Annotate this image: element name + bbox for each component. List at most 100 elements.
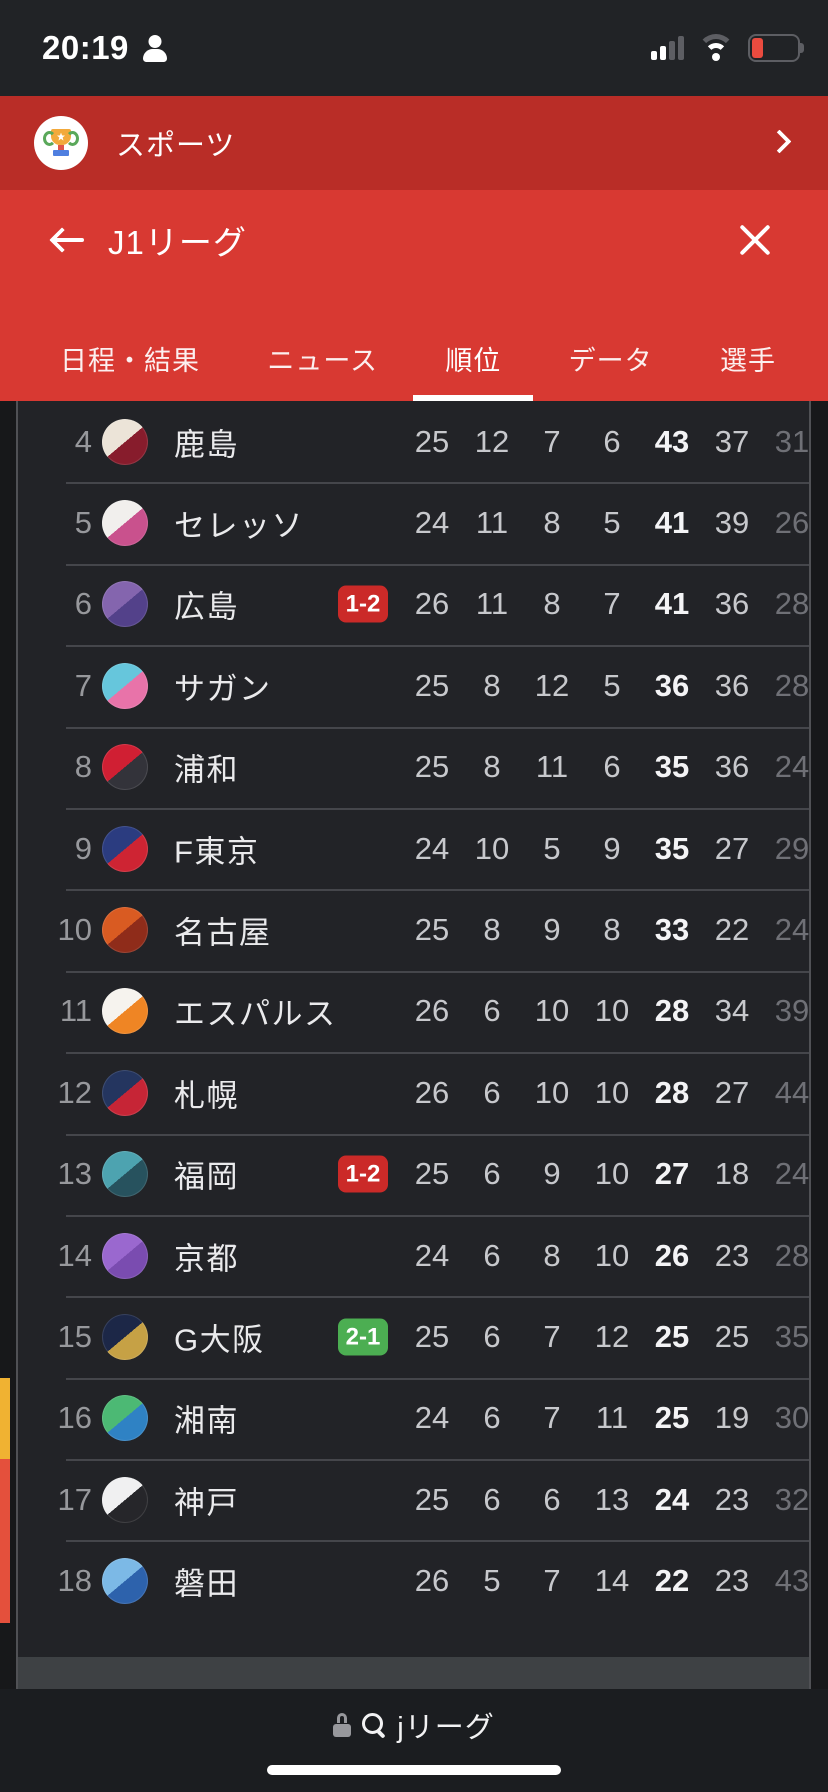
standings-row[interactable]: 5 セレッソ 24 11 8 5 41 39 26 [18, 482, 809, 563]
team-rank: 10 [57, 912, 92, 948]
standings-row[interactable]: 8 浦和 25 8 11 6 35 36 24 [18, 726, 809, 808]
result-badge: 1-2 [338, 1155, 388, 1193]
stat-value: 10 [594, 1074, 630, 1110]
stat-value: 36 [714, 667, 750, 703]
standings-section: 4 鹿島 25 12 7 6 43 37 31 5 セレッソ 24 11 8 5 41 39 26 6 … [0, 401, 828, 1689]
stat-value: 5 [483, 1563, 501, 1599]
stat-value: 12 [534, 667, 570, 703]
team-logo [102, 744, 148, 791]
stat-value: 25 [654, 1400, 690, 1436]
stat-value: 6 [483, 1481, 501, 1517]
team-rank: 11 [59, 993, 92, 1029]
stat-value: 24 [774, 912, 810, 948]
tab-schedule-results[interactable]: 日程・結果 [60, 346, 200, 376]
stat-value: 24 [414, 1400, 450, 1436]
team-name: セレッソ [174, 508, 304, 544]
person-icon [141, 33, 169, 63]
stat-value: 24 [654, 1481, 690, 1517]
stat-value: 23 [714, 1481, 750, 1517]
team-name: サガン [174, 671, 272, 707]
result-badge: 1-2 [338, 585, 388, 623]
stat-value: 6 [483, 1400, 501, 1436]
stat-value: 6 [483, 1237, 501, 1273]
stat-value: 36 [714, 586, 750, 622]
stat-value: 31 [774, 423, 810, 459]
stat-value: 8 [483, 749, 501, 785]
team-logo [102, 988, 148, 1035]
trophy-icon [34, 116, 88, 170]
stat-value: 33 [654, 912, 690, 948]
stat-value: 35 [654, 830, 690, 866]
stat-value: 28 [654, 1074, 690, 1110]
stat-value: 11 [475, 505, 509, 541]
standings-row[interactable]: 16 湘南 24 6 7 11 25 19 30 [0, 1377, 809, 1460]
tab-news[interactable]: ニュース [267, 346, 378, 376]
stat-value: 7 [543, 1400, 561, 1436]
team-logo [102, 500, 148, 547]
team-name: F東京 [174, 834, 260, 870]
standings-row[interactable]: 10 名古屋 25 8 9 8 33 22 24 [18, 889, 809, 970]
stat-value: 9 [603, 830, 621, 866]
standings-row[interactable]: 18 磐田 26 5 7 14 22 23 43 [0, 1540, 809, 1623]
app-title: スポーツ [116, 130, 236, 162]
stat-value: 37 [714, 423, 750, 459]
standings-table: 4 鹿島 25 12 7 6 43 37 31 5 セレッソ 24 11 8 5 41 39 26 6 … [0, 401, 811, 1689]
standings-row[interactable]: 9 F東京 24 10 5 9 35 27 29 [18, 807, 809, 889]
zone-accent-bar [0, 1377, 10, 1460]
stat-value: 7 [543, 1563, 561, 1599]
stat-value: 19 [714, 1400, 750, 1436]
stat-value: 35 [654, 749, 690, 785]
standings-row[interactable]: 7 サガン 25 8 12 5 36 36 28 [18, 645, 809, 726]
team-name: 湘南 [174, 1403, 239, 1439]
team-name: エスパルス [174, 996, 337, 1032]
tab-players[interactable]: 選手 [719, 346, 776, 376]
close-button[interactable] [733, 218, 777, 262]
tab-standings[interactable]: 順位 [445, 339, 501, 401]
stat-value: 7 [603, 586, 621, 622]
team-name: 福岡 [174, 1159, 239, 1195]
stat-value: 10 [534, 1074, 570, 1110]
tab-data[interactable]: データ [568, 346, 653, 376]
standings-row[interactable]: 12 札幌 26 6 10 10 28 27 44 [18, 1052, 809, 1133]
result-badge: 2-1 [338, 1318, 388, 1356]
back-button[interactable] [48, 220, 92, 260]
standings-row[interactable]: 4 鹿島 25 12 7 6 43 37 31 [18, 401, 809, 482]
stat-value: 8 [603, 912, 621, 948]
standings-row[interactable]: 11 エスパルス 26 6 10 10 28 34 39 [18, 970, 809, 1052]
table-footer-strip [18, 1656, 809, 1689]
standings-row[interactable]: 17 神戸 25 6 6 13 24 23 32 [0, 1459, 809, 1542]
stat-value: 5 [603, 505, 621, 541]
row-stats: 24 6 8 10 26 23 28 [402, 1215, 822, 1296]
team-rank: 17 [57, 1481, 92, 1517]
address-bar[interactable]: jリーグ [0, 1705, 828, 1745]
stat-value: 36 [714, 749, 750, 785]
wifi-icon [697, 34, 735, 62]
team-name: G大阪 [174, 1322, 265, 1358]
sports-banner[interactable]: スポーツ [0, 96, 828, 190]
stat-value: 27 [654, 1156, 690, 1192]
stat-value: 32 [774, 1481, 810, 1517]
row-stats: 25 8 12 5 36 36 28 [402, 645, 822, 726]
chevron-right-icon [767, 129, 792, 154]
stat-value: 6 [483, 993, 501, 1029]
stat-value: 25 [414, 1156, 450, 1192]
team-logo [102, 1395, 148, 1442]
team-logo [102, 1069, 148, 1116]
stat-value: 12 [594, 1318, 630, 1354]
stat-value: 29 [774, 830, 810, 866]
lock-icon [333, 1713, 352, 1737]
home-indicator[interactable] [267, 1765, 561, 1775]
standings-row[interactable]: 15 G大阪 2-1 25 6 7 12 25 25 35 [18, 1296, 809, 1377]
team-name: 札幌 [174, 1078, 239, 1114]
team-logo [102, 581, 148, 628]
row-stats: 25 6 7 12 25 25 35 [402, 1296, 822, 1377]
league-header: J1リーグ 日程・結果 ニュース 順位 データ 選手 [0, 190, 828, 401]
zone-accent-bar [0, 1459, 10, 1542]
tab-bar: 日程・結果 ニュース 順位 データ 選手 [0, 329, 828, 401]
standings-row[interactable]: 6 広島 1-2 26 11 8 7 41 36 28 [18, 563, 809, 645]
standings-row[interactable]: 14 京都 24 6 8 10 26 23 28 [18, 1214, 809, 1296]
stat-value: 41 [654, 586, 690, 622]
standings-row[interactable]: 13 福岡 1-2 25 6 9 10 27 18 24 [18, 1133, 809, 1215]
team-rank: 9 [74, 830, 92, 866]
stat-value: 11 [475, 586, 509, 622]
